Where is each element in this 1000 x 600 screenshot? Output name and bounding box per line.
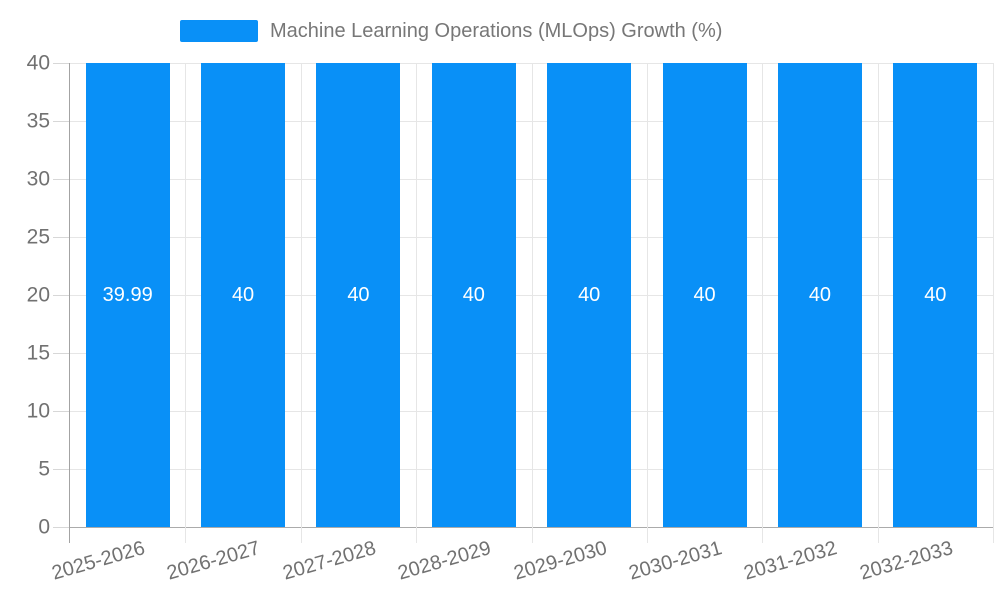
x-tick-label: 2031-2032 [741, 537, 840, 585]
v-gridline [762, 63, 764, 543]
bar[interactable] [662, 63, 747, 527]
v-gridline [185, 63, 187, 543]
bar[interactable] [547, 63, 632, 527]
y-tick-label: 25 [26, 225, 50, 249]
y-tick-label: 15 [26, 341, 50, 365]
bar[interactable] [777, 63, 862, 527]
y-axis-tick [53, 353, 70, 354]
v-gridline [300, 63, 302, 543]
y-tick-label: 35 [26, 109, 50, 133]
x-tick-label: 2032-2033 [857, 537, 956, 585]
v-gridline [993, 63, 994, 543]
bar[interactable] [85, 63, 170, 527]
y-axis-tick [53, 179, 70, 180]
bar[interactable] [893, 63, 978, 527]
v-gridline [531, 63, 533, 543]
y-axis-tick [53, 469, 70, 470]
y-tick-label: 0 [38, 515, 50, 539]
v-gridline [416, 63, 418, 543]
y-axis-tick [53, 527, 70, 528]
y-tick-label: 20 [26, 283, 50, 307]
x-tick-label: 2027-2028 [280, 537, 379, 585]
v-gridline [877, 63, 879, 543]
x-tick-label: 2026-2027 [164, 537, 263, 585]
legend-swatch[interactable] [180, 20, 258, 42]
bar[interactable] [201, 63, 286, 527]
y-tick-label: 10 [26, 399, 50, 423]
y-axis-tick [53, 121, 70, 122]
y-axis-tick [53, 63, 70, 64]
x-tick-label: 2030-2031 [626, 537, 725, 585]
y-axis-line [69, 63, 70, 543]
x-tick-label: 2025-2026 [49, 537, 148, 585]
x-tick-label: 2029-2030 [510, 537, 609, 585]
x-tick-label: 2028-2029 [395, 537, 494, 585]
y-tick-label: 30 [26, 167, 50, 191]
legend-item[interactable]: Machine Learning Operations (MLOps) Grow… [180, 17, 722, 45]
bar[interactable] [316, 63, 401, 527]
y-tick-label: 40 [26, 51, 50, 75]
legend-label[interactable]: Machine Learning Operations (MLOps) Grow… [270, 19, 723, 42]
bar[interactable] [431, 63, 516, 527]
y-axis-tick [53, 237, 70, 238]
y-axis-tick [53, 411, 70, 412]
v-gridline [646, 63, 648, 543]
y-axis-tick [53, 295, 70, 296]
y-tick-label: 5 [38, 457, 50, 481]
